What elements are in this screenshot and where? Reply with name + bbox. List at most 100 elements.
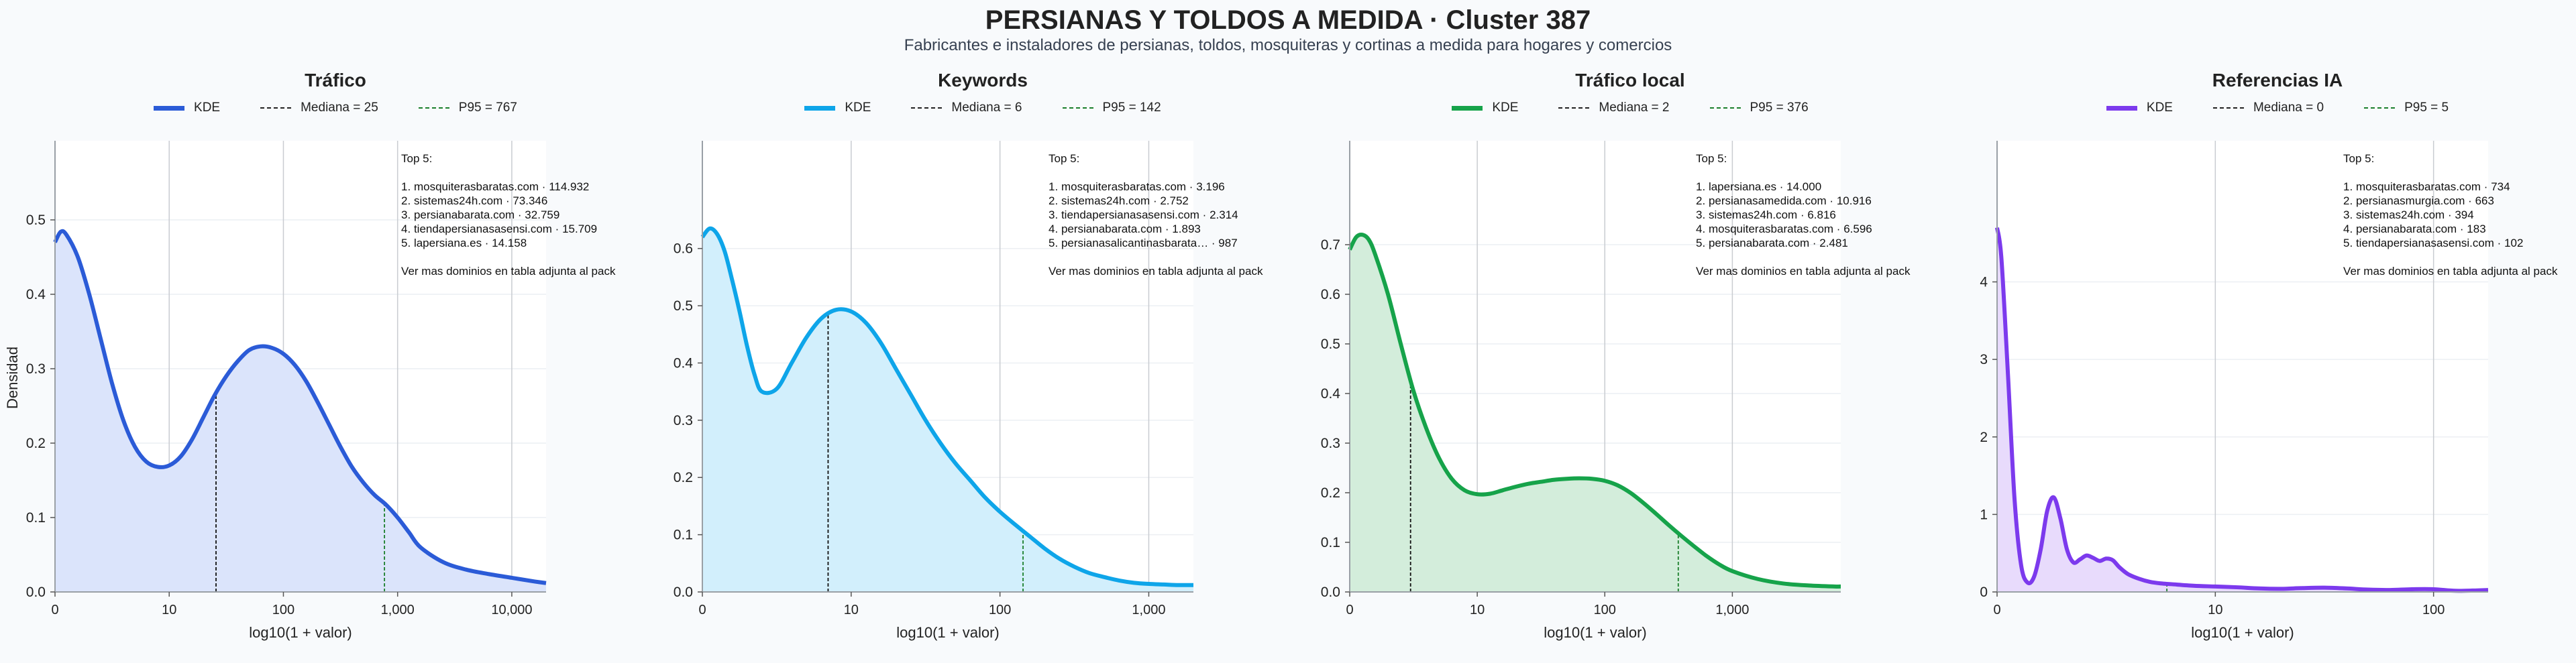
x-tick-label: 0	[698, 603, 706, 617]
annotation-line	[2343, 166, 2557, 180]
legend-entry-p95: P95 = 767	[418, 101, 517, 115]
legend-entry-median: Mediana = 0	[2212, 101, 2324, 115]
top5-annotation: Top 5: 1. mosquiterasbaratas.com · 114.9…	[401, 152, 615, 278]
legend-entry-kde: KDE	[1452, 101, 1518, 115]
annotation-line: 3. persianabarata.com · 32.759	[401, 208, 560, 221]
annotation-line: Top 5:	[1696, 152, 1727, 165]
annotation-line: 5. lapersiana.es · 14.158	[401, 237, 527, 249]
annotation-line	[1049, 250, 1263, 264]
y-tick-label: 0.7	[1321, 237, 1340, 253]
legend-label: P95 = 142	[1102, 101, 1161, 115]
legend-label: Mediana = 6	[951, 101, 1022, 115]
legend-entry-kde: KDE	[154, 101, 220, 115]
annotation-line: 2. persianasamedida.com · 10.916	[1696, 194, 1872, 207]
legend-swatch	[2212, 107, 2244, 109]
legend: KDE Mediana = 2 P95 = 376	[1315, 101, 1945, 115]
legend-entry-kde: KDE	[804, 101, 871, 115]
plot-area: 0.0 0.1 0.2 0.3 0.4 0.5 0 10 100 1,000 10,000 log10…	[26, 141, 547, 641]
top5-annotation: Top 5: 1. mosquiterasbaratas.com · 3.196…	[1049, 152, 1263, 278]
x-tick-label: 100	[989, 603, 1011, 617]
legend-label: KDE	[845, 101, 871, 115]
y-tick-label: 2	[1980, 430, 1988, 445]
top5-annotation: Top 5: 1. mosquiterasbaratas.com · 734 2.…	[2343, 152, 2557, 278]
annotation-line	[401, 166, 615, 180]
legend-label: Mediana = 25	[301, 101, 378, 115]
panel-title: Tráfico	[305, 70, 366, 91]
annotation-line: 4. mosquiterasbaratas.com · 6.596	[1696, 223, 1872, 235]
kde-area	[1997, 227, 2488, 592]
x-tick-label: 0	[1346, 603, 1353, 617]
x-axis-label: log10(1 + valor)	[2191, 624, 2294, 641]
panel-title: Tráfico local	[1575, 70, 1685, 91]
y-tick-label: 0.4	[674, 355, 694, 371]
chart-panel: Tráfico local KDE Mediana = 2 P95 = 376 0.0 0…	[1315, 67, 1945, 657]
annotation-line: 2. persianasmurgia.com · 663	[2343, 194, 2494, 207]
y-tick-label: 0.4	[26, 287, 46, 302]
annotation-line: 1. mosquiterasbaratas.com · 114.932	[401, 180, 590, 193]
y-tick-label: 0.5	[674, 298, 693, 314]
annotation-line	[1696, 166, 1910, 180]
legend-label: KDE	[2146, 101, 2173, 115]
y-tick-label: 0.1	[674, 528, 693, 543]
kde-line	[1348, 232, 1841, 589]
legend-entry-median: Mediana = 2	[1558, 101, 1670, 115]
y-axis-label: Densidad	[4, 347, 21, 409]
chart-panel: Keywords KDE Mediana = 6 P95 = 142 0.0 0.1 0.2…	[667, 67, 1298, 657]
panel-title: Referencias IA	[2212, 70, 2343, 91]
legend-swatch	[154, 105, 185, 111]
plot-background	[1997, 141, 2488, 592]
annotation-line: 2. sistemas24h.com · 73.346	[401, 194, 548, 207]
y-tick-label: 0.3	[1321, 436, 1340, 451]
legend-swatch	[1062, 107, 1093, 109]
y-tick-label: 0.0	[26, 585, 46, 600]
y-tick-label: 0.0	[1321, 585, 1340, 600]
annotation-line: Ver mas dominios en tabla adjunta al pac…	[1049, 265, 1263, 278]
y-tick-label: 0.5	[1321, 337, 1340, 352]
legend-entry-kde: KDE	[2106, 101, 2173, 115]
legend-label: P95 = 767	[458, 101, 517, 115]
y-tick-label: 0.0	[674, 585, 693, 600]
annotation-line: 1. mosquiterasbaratas.com · 3.196	[1049, 180, 1225, 193]
x-tick-label: 1,000	[381, 603, 415, 617]
y-tick-label: 0.1	[1321, 535, 1340, 550]
legend-label: KDE	[1492, 101, 1519, 115]
legend: KDE Mediana = 0 P95 = 5	[1962, 101, 2576, 115]
x-tick-label: 10	[1470, 603, 1485, 617]
x-tick-label: 1,000	[1132, 603, 1165, 617]
kde-line	[53, 229, 547, 585]
x-tick-label: 10	[2208, 603, 2222, 617]
figure-title: PERSIANAS Y TOLDOS A MEDIDA · Cluster 38…	[985, 5, 1591, 35]
annotation-line: 4. persianabarata.com · 1.893	[1049, 223, 1201, 235]
annotation-line: 4. tiendapersianasasensi.com · 15.709	[401, 223, 598, 235]
legend-label: Mediana = 0	[2253, 101, 2324, 115]
plot-area: 0 1 2 3 4 0 10 100 log10(1 + valor)	[1980, 141, 2489, 641]
y-tick-label: 0.3	[674, 413, 693, 428]
y-tick-label: 0.4	[1321, 386, 1341, 402]
x-tick-label: 100	[272, 603, 294, 617]
annotation-line: Ver mas dominios en tabla adjunta al pac…	[2343, 265, 2558, 278]
annotation-line	[1696, 250, 1910, 264]
legend-swatch	[2106, 105, 2137, 111]
annotation-line: 5. persianabarata.com · 2.481	[1696, 237, 1848, 249]
kde-line	[700, 226, 1194, 587]
y-tick-label: 0.1	[26, 510, 46, 526]
annotation-line: 1. mosquiterasbaratas.com · 734	[2343, 180, 2510, 193]
y-tick-label: 0.2	[1321, 485, 1340, 501]
legend-label: Mediana = 2	[1599, 101, 1670, 115]
legend-label: KDE	[194, 101, 221, 115]
x-axis-label: log10(1 + valor)	[896, 624, 999, 641]
legend-label: P95 = 376	[1750, 101, 1809, 115]
legend-swatch	[1558, 107, 1590, 109]
legend-swatch	[2364, 107, 2396, 109]
y-tick-label: 0.2	[26, 436, 46, 451]
plot-area: 0.0 0.1 0.2 0.3 0.4 0.5 0.6 0.7 0 10 100 1,000 log10…	[1321, 141, 1841, 641]
x-tick-label: 0	[51, 603, 58, 617]
legend-label: P95 = 5	[2404, 101, 2449, 115]
annotation-line: 1. lapersiana.es · 14.000	[1696, 180, 1822, 193]
y-tick-label: 0.3	[26, 361, 46, 377]
kde-line	[1995, 227, 2489, 593]
annotation-line: Top 5:	[2343, 152, 2375, 165]
plot-area: 0.0 0.1 0.2 0.3 0.4 0.5 0.6 0 10 100 1,000 log10(1 …	[674, 141, 1194, 641]
annotation-line: 3. tiendapersianasasensi.com · 2.314	[1049, 208, 1238, 221]
kde-area	[1350, 234, 1841, 592]
